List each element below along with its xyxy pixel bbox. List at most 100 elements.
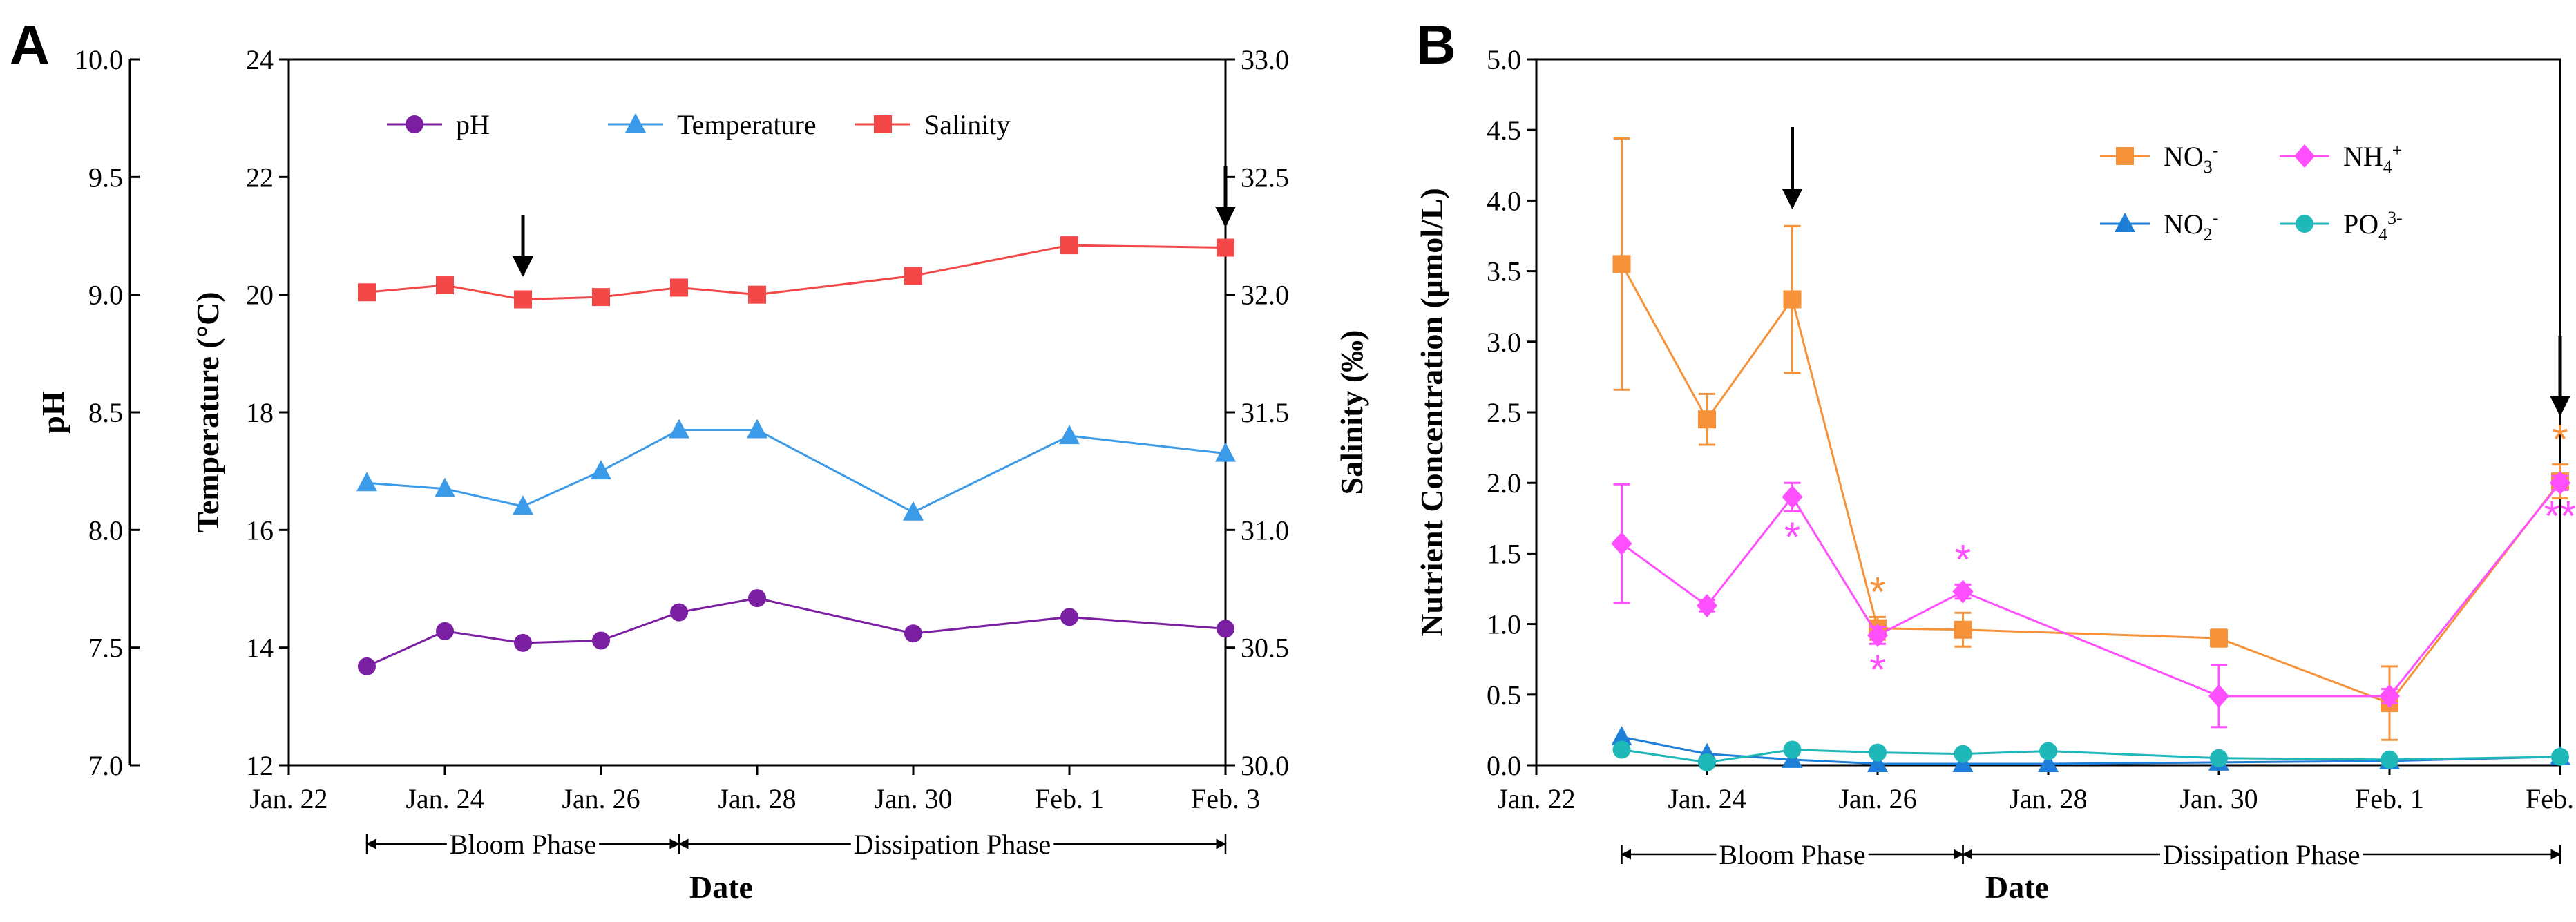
temperature-data-point [747,419,767,439]
nh4-legend-label: NH4+ [2343,140,2402,177]
po4-data-point [1612,740,1631,759]
ph-data-point [670,603,688,622]
no2-data-point [1867,752,1888,772]
salinity-data-point [748,285,766,304]
temperature-tick-label: 24 [246,44,274,75]
ph-tick-label: 9.5 [88,162,123,193]
salinity-data-point [514,290,532,309]
y-tick-label: 1.5 [1487,538,1521,569]
temperature-tick-label: 16 [246,515,274,546]
legend-subscript: 4 [2378,224,2387,244]
no3-data-point [1698,410,1716,429]
significance-marker: * [1869,646,1885,693]
x-tick-label: Feb. 3 [1191,783,1260,814]
y-tick-label: 5.0 [1487,44,1521,75]
temperature-data-point [591,460,611,480]
temperature-data-point [1215,442,1236,462]
phase-label-background [850,840,1054,848]
no2-legend-label: NO2- [2164,208,2218,244]
phase-label: Dissipation Phase [854,829,1051,860]
no3-data-point [1954,620,1972,639]
temperature-data-point [435,477,455,497]
nh4-data-point [2208,684,2229,708]
x-tick-label: Jan. 22 [1497,783,1575,814]
salinity-tick-label: 30.0 [1241,750,1289,781]
salinity-data-point [904,267,922,285]
x-tick-label: Feb. 1 [2355,783,2424,814]
salinity-tick-label: 30.5 [1241,633,1289,664]
phase-label-background [1716,850,1869,858]
po4-data-point [1698,753,1716,771]
x-tick-label: Feb. 3 [2526,783,2576,814]
panel-b-plot-frame [1535,58,2561,767]
nh4-legend-marker [2294,144,2315,168]
panel-a-salinity-axis-title: Salinity (‰) [1334,330,1369,495]
salinity-tick-label: 31.0 [1241,515,1289,546]
ph-data-point [1060,608,1078,626]
salinity-tick-label: 31.5 [1241,397,1289,428]
significance-marker: * [1869,568,1885,615]
panel-a-chart: A Jan. 22 Jan. 24 Jan. 26 Jan. 28 Jan. 30 Feb… [10,14,1369,905]
temperature-tick-label: 22 [246,162,274,193]
salinity-tick-label: 33.0 [1241,44,1289,75]
no2-data-point [1611,726,1632,746]
x-tick-label: Feb. 1 [1035,783,1104,814]
temperature-data-point [903,501,924,521]
legend-species-name: NO [2164,141,2204,172]
temperature-tick-label: 12 [246,750,274,781]
panel-b-x-axis-title: Date [1985,870,2049,905]
po4-data-point [1783,740,1802,759]
y-tick-label: 0.0 [1487,750,1521,781]
legend-superscript: + [2392,140,2403,160]
panel-a-label: A [10,14,50,75]
x-tick-label: Jan. 28 [2009,783,2087,814]
salinity-legend-marker [874,115,892,133]
legend-superscript: - [2213,140,2219,160]
ph-tick-label: 9.0 [88,280,123,311]
x-tick-label: Jan. 30 [2179,783,2258,814]
x-tick-label: Jan. 26 [562,783,640,814]
salinity-data-point [436,276,454,295]
y-tick-label: 3.0 [1487,327,1521,358]
no3-series-line [1621,263,2561,704]
salinity-data-point [358,283,376,302]
significance-marker: ** [2544,492,2576,539]
ph-tick-label: 8.5 [88,397,123,428]
no3-legend-marker [2116,147,2134,165]
po4-data-point [2551,747,2569,766]
ph-legend-marker [406,115,423,133]
ph-data-point [436,622,454,640]
salinity-tick-label: 32.0 [1241,280,1289,311]
panel-a-plot-frame [287,58,1227,767]
legend-species-name: PO [2343,209,2378,240]
salinity-tick-label: 32.5 [1241,162,1289,193]
panel-b-legend: NO3- NH4+NO2- PO43- [2100,140,2403,244]
temperature-tick-label: 20 [246,280,274,311]
po4-data-point [1954,745,1972,763]
temperature-tick-label: 18 [246,397,274,428]
panel-a-legend: pH Temperature Salinity [387,109,1010,140]
nh4-data-point [1782,485,1803,509]
salinity-series-line [366,244,1226,300]
y-tick-label: 3.5 [1487,256,1521,287]
x-tick-label: Jan. 22 [249,783,327,814]
panel-a-ph-axis-title: pH [35,391,70,434]
salinity-data-point [592,288,610,307]
legend-species-name: NO [2164,209,2204,240]
ph-data-point [592,631,610,650]
temperature-series-line [366,429,1226,514]
po4-data-point [2381,750,2398,769]
x-tick-label: Jan. 24 [1668,783,1746,814]
legend-subscript: 4 [2383,157,2392,177]
ph-tick-label: 8.0 [88,515,123,546]
y-tick-label: 2.5 [1487,397,1521,428]
y-tick-label: 4.5 [1487,115,1521,146]
phase-label-background [2159,850,2363,858]
x-tick-label: Jan. 28 [718,783,796,814]
x-tick-label: Jan. 30 [874,783,952,814]
x-tick-label: Jan. 24 [406,783,484,814]
po4-data-point [2039,742,2057,760]
temperature-data-point [1059,425,1080,445]
y-tick-label: 0.5 [1487,680,1521,711]
nh4-data-point [1697,594,1717,618]
